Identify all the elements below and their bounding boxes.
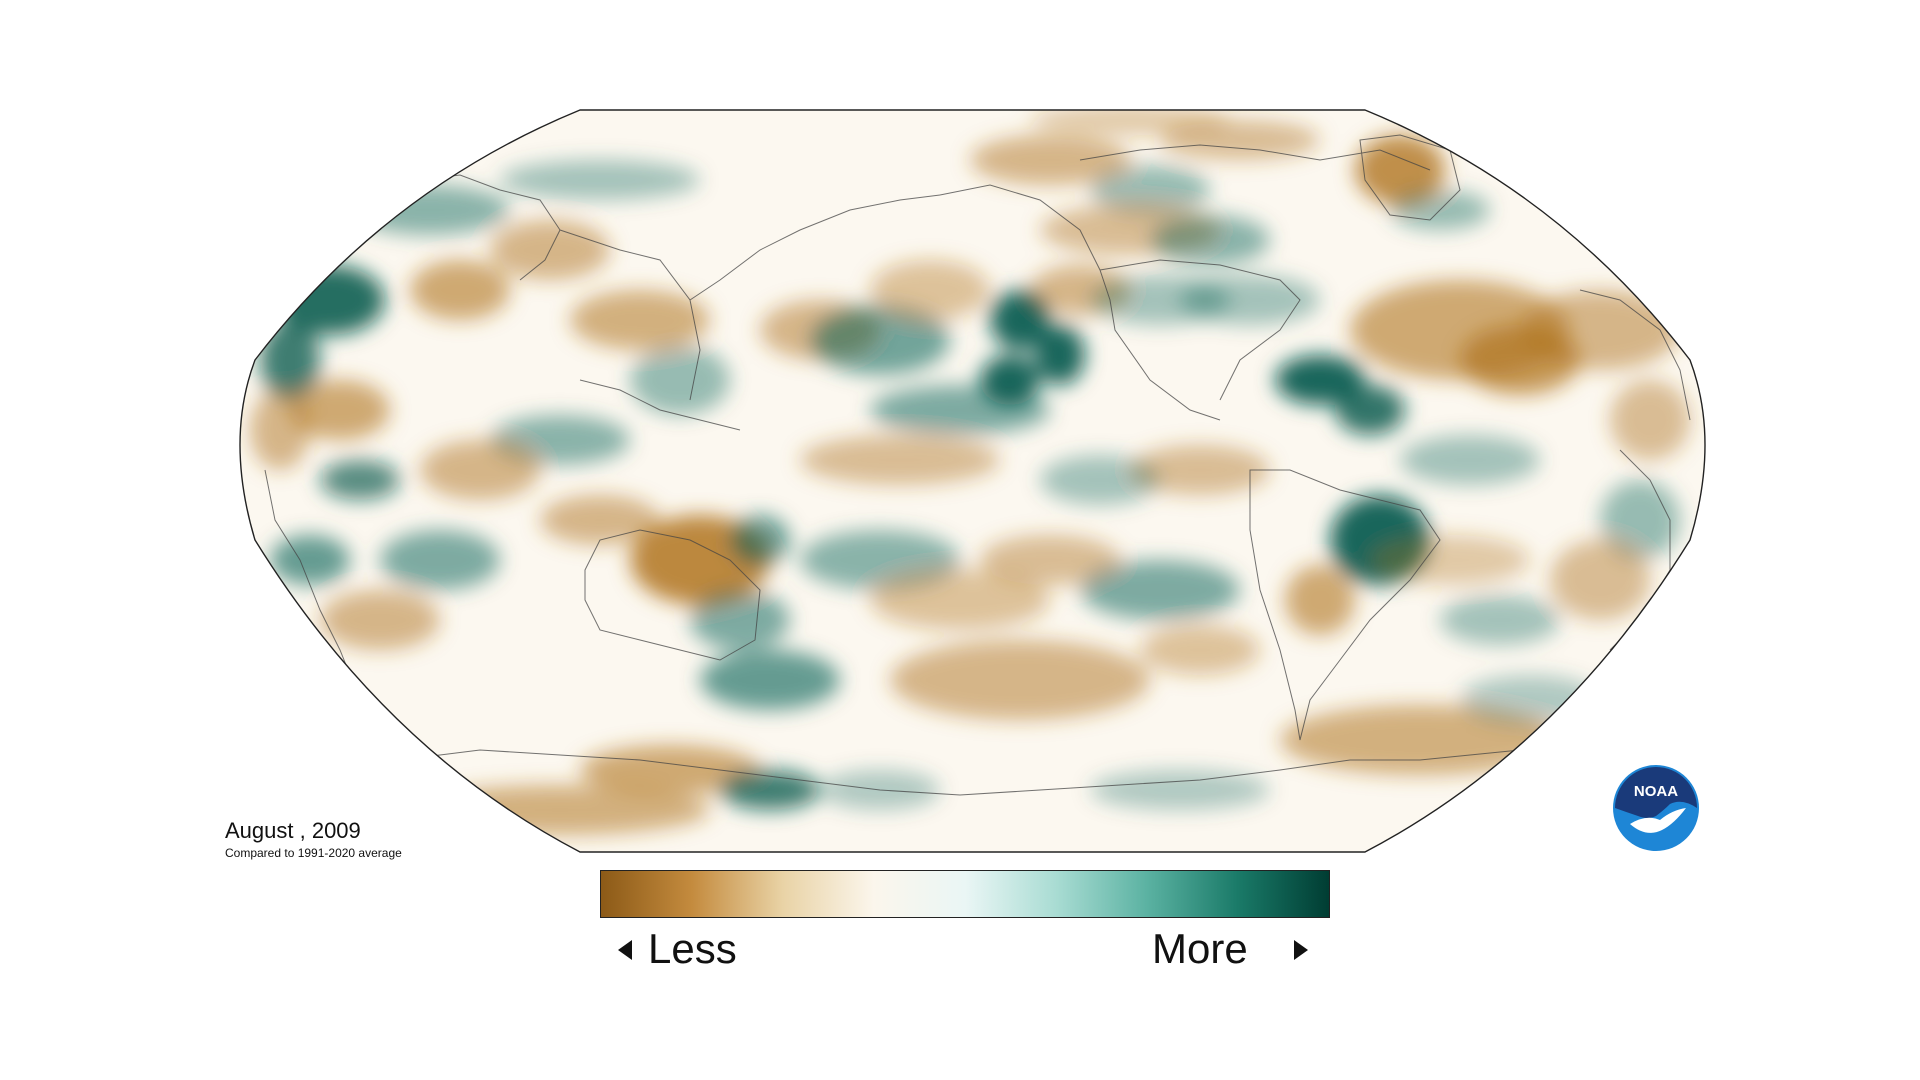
wet-anomaly-region <box>1460 675 1600 725</box>
legend-less-label: Less <box>648 925 737 972</box>
wet-anomaly-region <box>1090 770 1270 810</box>
wet-anomaly-region <box>1080 560 1240 620</box>
globe-outline <box>239 109 1706 853</box>
wet-anomaly-region <box>500 160 700 200</box>
dry-anomaly-region <box>580 745 760 795</box>
dry-anomaly-region <box>410 260 510 320</box>
dry-anomaly-region <box>1140 625 1260 675</box>
dry-anomaly-region <box>890 640 1150 720</box>
dry-anomaly-region <box>870 260 990 320</box>
wet-anomaly-region <box>1090 165 1210 215</box>
dry-anomaly-region <box>1520 290 1680 370</box>
dry-anomaly-region <box>1130 445 1270 495</box>
dry-anomaly-region <box>1550 540 1650 620</box>
dry-anomaly-region <box>540 495 660 545</box>
dry-anomaly-region <box>870 570 1050 630</box>
right-arrow-icon <box>1294 940 1308 960</box>
wet-anomaly-region <box>630 345 730 415</box>
wet-anomaly-region <box>1335 385 1405 435</box>
dry-anomaly-region <box>1030 110 1230 135</box>
dry-anomaly-region <box>980 535 1120 585</box>
dry-anomaly-region <box>410 785 710 835</box>
baseline-note: Compared to 1991-2020 average <box>225 846 402 860</box>
wet-anomaly-region <box>700 650 840 710</box>
anomaly-field <box>240 110 1705 852</box>
wet-anomaly-region <box>1400 435 1540 485</box>
wet-anomaly-region <box>380 530 500 590</box>
color-scale-bar <box>600 870 1330 918</box>
wet-anomaly-region <box>870 385 1050 435</box>
legend-more-label: More <box>1152 925 1248 972</box>
dry-anomaly-region <box>1370 535 1530 585</box>
wet-anomaly-region <box>350 185 510 235</box>
wet-anomaly-region <box>720 770 820 810</box>
dry-anomaly-region <box>320 590 440 650</box>
wet-anomaly-region <box>260 320 320 400</box>
wet-anomaly-region <box>730 515 790 565</box>
dry-anomaly-region <box>250 390 310 470</box>
dry-anomaly-region <box>290 380 390 440</box>
logo-text: NOAA <box>1634 783 1678 800</box>
wet-anomaly-region <box>810 305 950 375</box>
wet-anomaly-region <box>1180 275 1320 325</box>
dry-anomaly-region <box>1280 705 1560 775</box>
wet-anomaly-region <box>690 590 790 650</box>
dry-anomaly-region <box>1285 565 1355 635</box>
dry-anomaly-region <box>420 440 540 500</box>
map-date-title: August , 2009 <box>225 818 361 843</box>
dry-anomaly-region <box>1355 135 1445 205</box>
wet-anomaly-region <box>1035 325 1085 385</box>
dry-anomaly-region <box>970 135 1130 185</box>
noaa-logo: NOAA <box>1613 765 1699 851</box>
dry-anomaly-region <box>570 290 710 350</box>
wet-anomaly-region <box>270 535 350 585</box>
bird-icon <box>1630 808 1686 833</box>
dry-anomaly-region <box>1610 380 1690 460</box>
wet-anomaly-region <box>990 290 1050 350</box>
logo-top-half <box>1615 767 1697 818</box>
wet-anomaly-region <box>1275 355 1365 405</box>
dry-anomaly-region <box>800 435 1000 485</box>
left-arrow-icon <box>618 940 632 960</box>
wet-anomaly-region <box>320 460 400 500</box>
wet-anomaly-region <box>1040 455 1160 505</box>
wet-anomaly-region <box>1150 215 1270 265</box>
wet-anomaly-region <box>1440 595 1560 645</box>
